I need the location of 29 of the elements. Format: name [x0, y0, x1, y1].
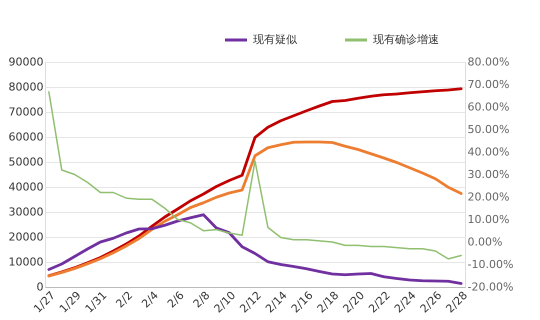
y-tick-label: 70000 [8, 106, 44, 118]
legend-label: 现有确诊增速 [373, 33, 439, 46]
y-tick-label: 40000 [8, 180, 44, 194]
y2-tick-label: 50.00% [468, 123, 510, 136]
y-tick-label: 80000 [8, 80, 44, 94]
y2-tick-label: 0.00% [468, 236, 502, 248]
y2-tick-label: 70.00% [468, 78, 510, 91]
x-tick-label: 2/6 [164, 288, 187, 311]
x-tick-label: 2/4 [139, 288, 161, 311]
x-tick-label: 2/2 [113, 288, 136, 311]
y2-tick-label: 20.00% [468, 190, 510, 204]
x-tick-label: 2/8 [190, 288, 212, 311]
y2-tick-label: 40.00% [468, 146, 510, 158]
y2-tick-label: -20.00% [468, 280, 514, 294]
y-tick-label: 50000 [8, 156, 44, 168]
line-series [47, 140, 463, 278]
legend-label: 现有疑似 [253, 33, 297, 46]
line-series [47, 213, 463, 285]
y-tick-label: 30000 [8, 206, 44, 218]
y-tick-label: 60000 [8, 130, 44, 144]
y-tick-label: 20000 [8, 230, 44, 244]
y2-tick-label: 10.00% [468, 213, 510, 226]
y-tick-label: 90000 [8, 56, 44, 68]
y2-tick-label: 60.00% [468, 100, 510, 114]
y2-tick-label: 30.00% [468, 168, 510, 181]
y-tick-label: 10000 [8, 256, 44, 268]
y2-tick-label: 80.00% [468, 56, 510, 68]
y2-tick-label: -10.00% [468, 258, 514, 271]
y-tick-label: 0 [36, 280, 44, 294]
